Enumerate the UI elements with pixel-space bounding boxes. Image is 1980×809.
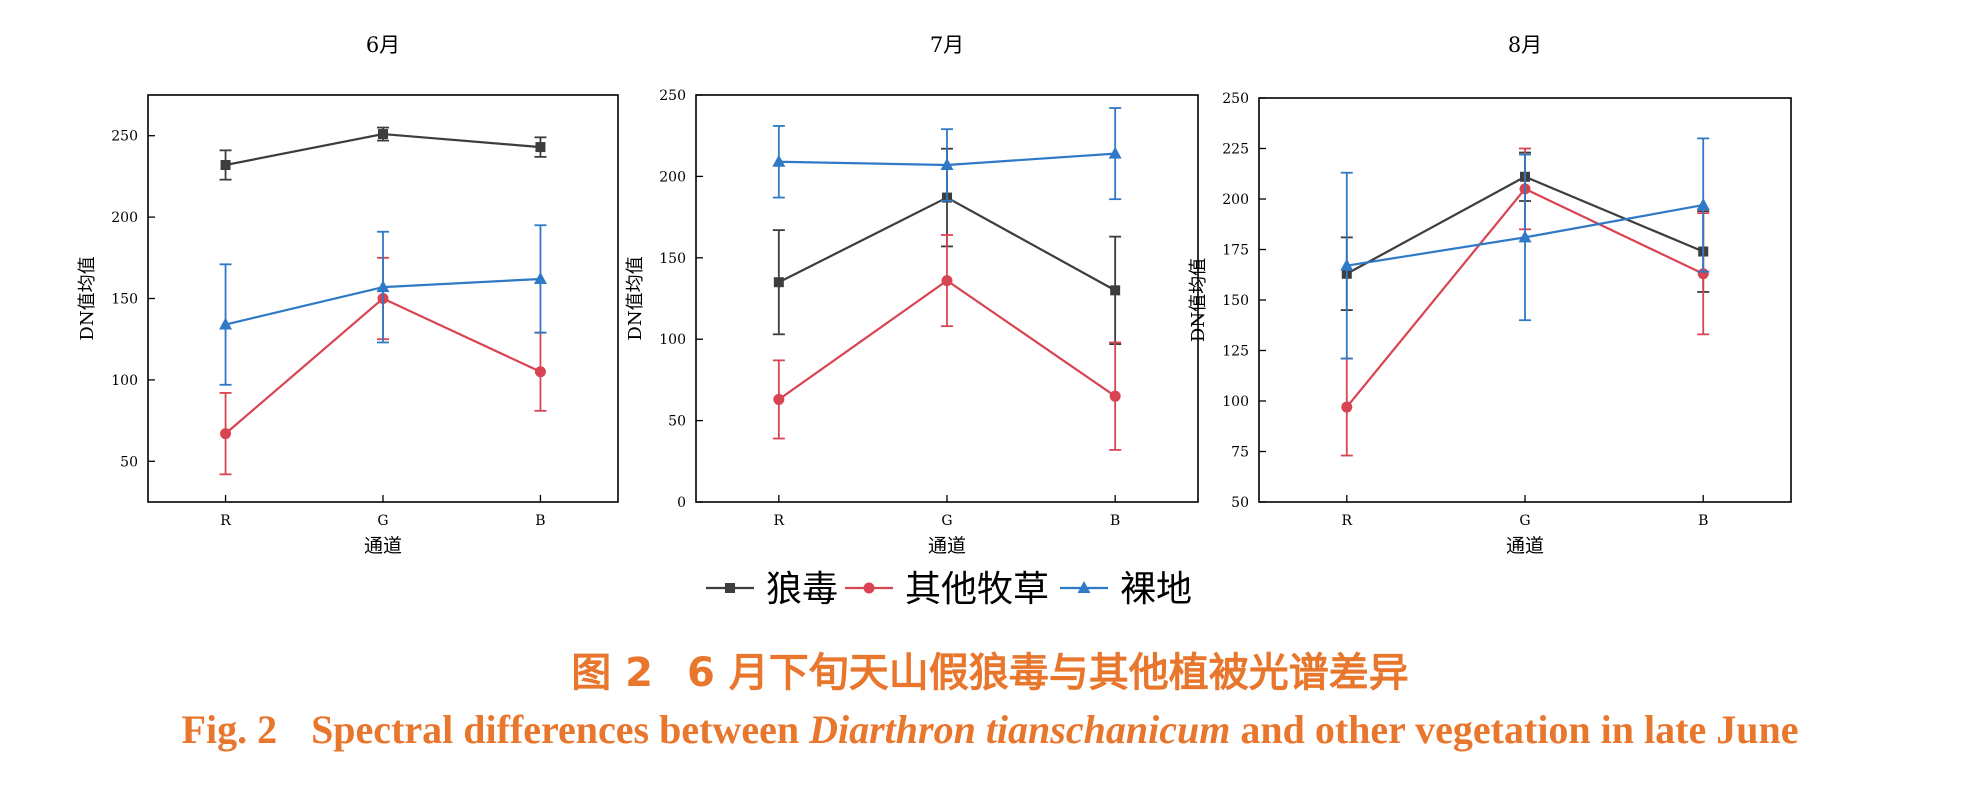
x-tick-label: B <box>1110 513 1120 529</box>
data-point <box>219 317 233 330</box>
data-point <box>534 366 546 378</box>
series-bare-land <box>219 224 547 386</box>
y-tick-label: 225 <box>1222 142 1249 158</box>
y-tick-label: 50 <box>668 414 686 430</box>
y-tick-label: 0 <box>677 495 686 511</box>
chart-title: 8月 <box>1508 33 1542 57</box>
y-tick-label: 150 <box>1222 293 1249 309</box>
data-point <box>772 154 786 167</box>
legend-item-other-grass: 其他牧草 <box>845 569 1049 610</box>
legend-marker <box>725 583 735 593</box>
x-axis-label: 通道 <box>364 535 402 557</box>
caption-cn-label: 图 2 <box>571 650 653 696</box>
data-point <box>1109 390 1121 402</box>
data-point <box>378 129 388 140</box>
data-point <box>1518 230 1532 243</box>
y-tick-label: 250 <box>1222 91 1249 107</box>
chart-title: 6月 <box>366 33 400 57</box>
series-bare-land <box>1340 137 1710 360</box>
series-other-grass <box>772 234 1122 451</box>
y-tick-label: 200 <box>1222 192 1249 208</box>
data-point <box>533 271 547 284</box>
data-point <box>940 158 954 171</box>
series-wolf-poison <box>219 126 547 181</box>
data-point <box>1110 285 1121 296</box>
data-point <box>220 160 231 171</box>
data-point <box>535 142 546 153</box>
panel-7月: 7月 0 50 100 150 200 250 R G B 通道 DN值均值 <box>625 33 1199 557</box>
y-tick-label: 125 <box>1222 344 1249 360</box>
legend: 狼毒 其他牧草 裸地 <box>706 569 1192 610</box>
legend-label: 其他牧草 <box>905 569 1049 610</box>
caption-en-text-1: Spectral differences between <box>311 707 800 752</box>
y-tick-label: 75 <box>1231 445 1249 461</box>
x-tick-label: R <box>220 513 231 529</box>
legend-marker <box>863 582 875 594</box>
y-axis-label: DN值均值 <box>625 256 646 340</box>
chart-title: 7月 <box>930 33 964 57</box>
y-tick-label: 50 <box>120 454 138 470</box>
y-axis-label: DN值均值 <box>77 256 98 340</box>
x-tick-label: G <box>941 513 952 529</box>
caption-en-text-2: and other vegetation in late June <box>1240 707 1799 752</box>
y-tick-label: 200 <box>659 169 686 185</box>
x-tick-label: R <box>1342 513 1353 529</box>
legend-label: 裸地 <box>1120 569 1192 610</box>
legend-item-wolf-poison: 狼毒 <box>706 569 838 610</box>
data-point <box>376 280 390 293</box>
data-point <box>773 277 784 288</box>
data-point <box>1696 198 1710 211</box>
x-tick-label: R <box>774 513 785 529</box>
data-point <box>941 275 953 287</box>
y-tick-label: 150 <box>111 292 138 308</box>
x-tick-label: B <box>535 513 545 529</box>
data-point <box>220 428 232 440</box>
caption-en-label: Fig. 2 <box>181 707 278 752</box>
data-point <box>773 393 785 405</box>
legend-label: 狼毒 <box>766 569 838 610</box>
x-tick-label: G <box>377 513 388 529</box>
legend-item-bare-land: 裸地 <box>1060 569 1192 610</box>
caption-chinese: 图 2 6 月下旬天山假狼毒与其他植被光谱差异 <box>0 640 1980 698</box>
series-bare-land <box>772 107 1122 202</box>
y-tick-label: 175 <box>1222 243 1249 259</box>
x-tick-label: B <box>1698 513 1708 529</box>
y-tick-label: 250 <box>111 129 138 145</box>
panel-8月: 8月 50 75 100 125 150 175 200 225 250 R G B 通道 DN值均值 <box>1188 33 1792 557</box>
y-tick-label: 50 <box>1231 495 1249 511</box>
data-point <box>1108 146 1122 159</box>
legend-marker <box>1077 581 1091 593</box>
caption-english: Fig. 2 Spectral differences between Diart… <box>0 706 1980 753</box>
data-point <box>1341 401 1353 413</box>
x-tick-label: G <box>1519 513 1530 529</box>
x-axis-label: 通道 <box>1506 535 1544 557</box>
y-tick-label: 250 <box>659 88 686 104</box>
caption-en-species: Diarthron tianschanicum <box>809 707 1231 752</box>
caption-cn-text: 6 月下旬天山假狼毒与其他植被光谱差异 <box>687 650 1409 696</box>
y-tick-label: 100 <box>659 332 686 348</box>
y-axis-label: DN值均值 <box>1188 258 1209 342</box>
y-tick-label: 100 <box>1222 394 1249 410</box>
y-tick-label: 200 <box>111 210 138 226</box>
y-tick-label: 100 <box>111 373 138 389</box>
data-point <box>1340 258 1354 271</box>
y-tick-label: 150 <box>659 251 686 267</box>
x-axis-label: 通道 <box>928 535 966 557</box>
panel-6月: 6月 50 100 150 200 250 R G B 通道 DN值均值 <box>77 33 619 557</box>
